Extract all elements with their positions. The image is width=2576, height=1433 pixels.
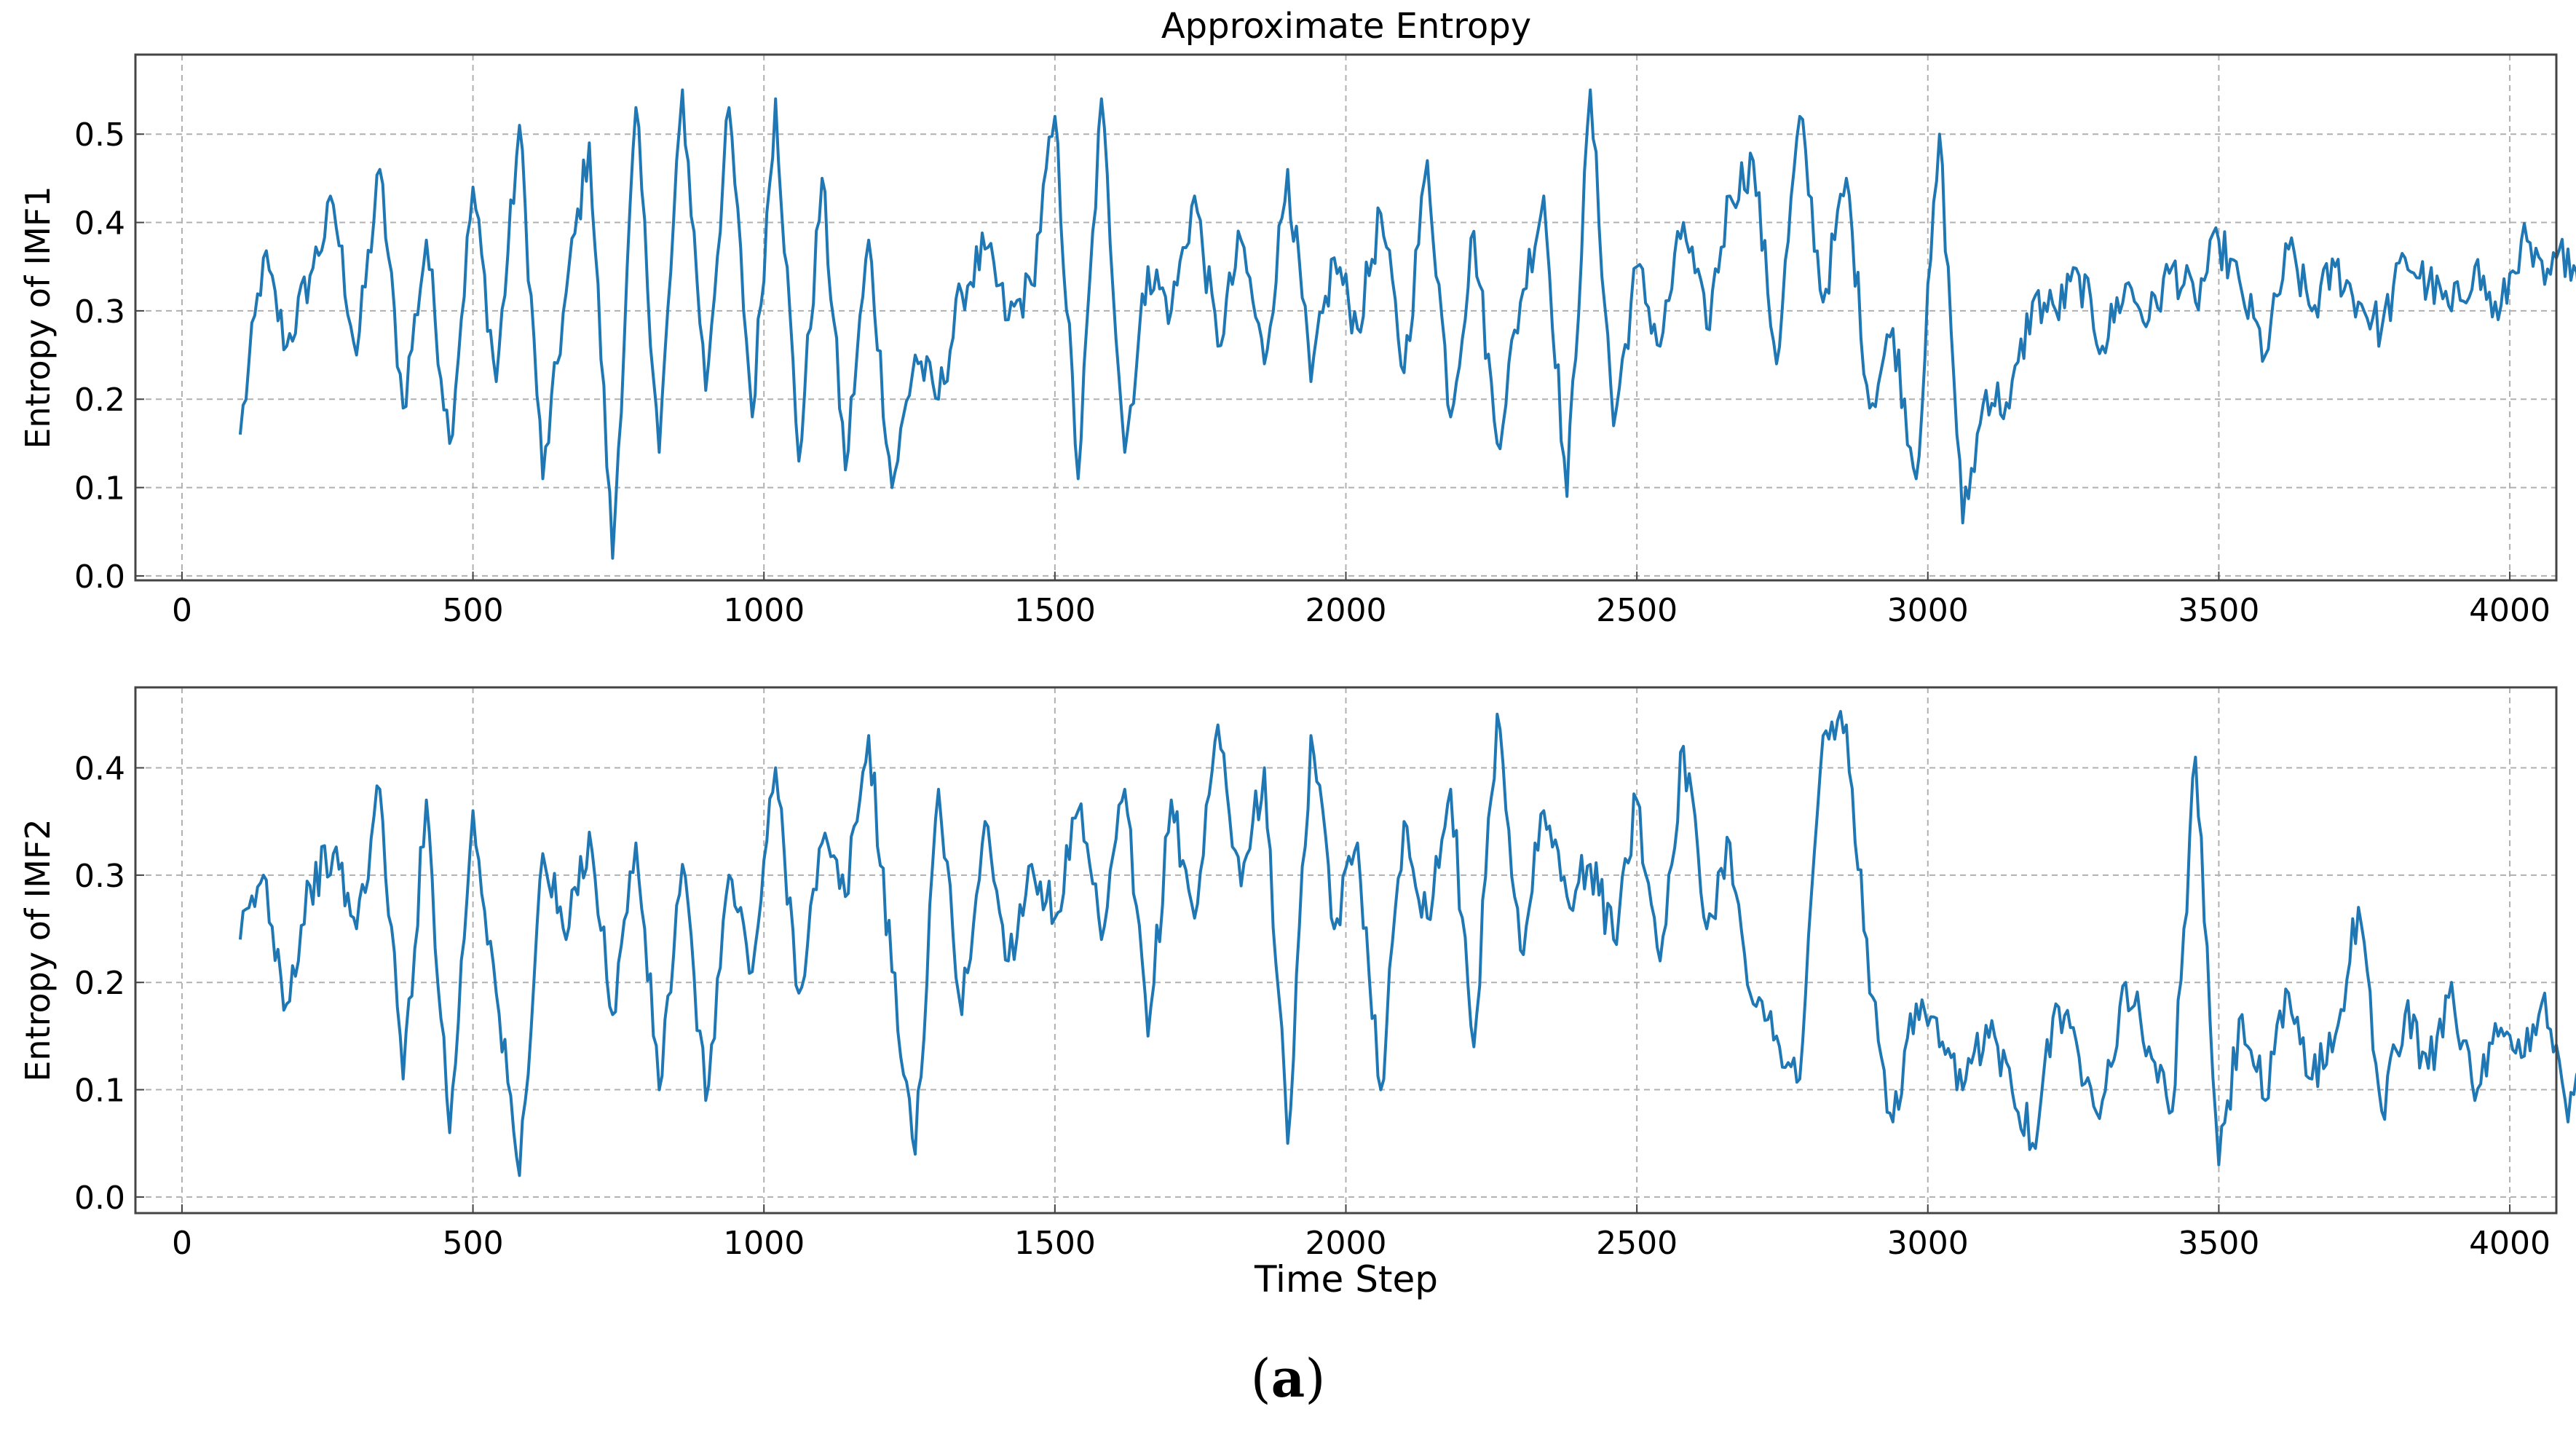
x-tick-label: 1500 — [1014, 1225, 1096, 1262]
y-tick-label: 0.4 — [74, 205, 125, 242]
x-tick-label: 2500 — [1596, 1225, 1678, 1262]
y-tick-label: 0.3 — [74, 293, 125, 331]
x-tick-label: 2000 — [1305, 1225, 1387, 1262]
y-tick-label: 0.4 — [74, 751, 125, 788]
imf2-series-line — [238, 710, 2576, 1177]
caption-open: ( — [1250, 1348, 1271, 1409]
x-tick-label: 3000 — [1887, 1225, 1969, 1262]
x-tick-label: 1500 — [1014, 592, 1096, 629]
x-tick-label: 3500 — [2178, 592, 2259, 629]
y-tick-label: 0.5 — [74, 117, 125, 154]
x-tick-label: 2500 — [1596, 592, 1678, 629]
x-tick-label: 0 — [172, 1225, 192, 1262]
y-tick-label: 0.0 — [74, 558, 125, 596]
y-tick-label: 0.1 — [74, 1073, 125, 1110]
x-tick-label: 0 — [172, 592, 192, 629]
y-tick-label: 0.2 — [74, 965, 125, 1002]
x-tick-label: 2000 — [1305, 592, 1387, 629]
y-tick-label: 0.3 — [74, 858, 125, 895]
imf1-series-line — [238, 88, 2576, 560]
x-tick-label: 500 — [443, 1225, 504, 1262]
x-tick-label: 4000 — [2469, 592, 2551, 629]
caption-close: ) — [1305, 1348, 1326, 1409]
imf2-panel: 0 500 1000 1500 2000 2500 3000 3500 4000 0.0 0.1 0.… — [18, 686, 2576, 1300]
x-tick-label: 1000 — [723, 1225, 805, 1262]
x-axis-label: Time Step — [1254, 1258, 1438, 1300]
x-tick-label: 3000 — [1887, 592, 1969, 629]
figure-caption: (a) — [0, 1347, 2576, 1409]
x-tick-label: 500 — [443, 592, 504, 629]
y-tick-label: 0.2 — [74, 382, 125, 419]
x-tick-label: 3500 — [2178, 1225, 2259, 1262]
y-tick-label: 0.0 — [74, 1180, 125, 1217]
plot-frame — [134, 686, 2558, 1215]
chart-title: Approximate Entropy — [1161, 6, 1531, 47]
plot-frame — [134, 53, 2558, 582]
y-axis-label: Entropy of IMF2 — [18, 818, 58, 1081]
ticks: 0 500 1000 1500 2000 2500 3000 3500 4000 0.0 0.1 0.… — [74, 751, 2551, 1262]
caption-letter: a — [1271, 1347, 1305, 1409]
x-tick-label: 1000 — [723, 592, 805, 629]
imf1-panel: Approximate Entropy 0 500 1000 1500 2000 2500… — [18, 6, 2576, 629]
y-tick-label: 0.1 — [74, 470, 125, 508]
x-tick-label: 4000 — [2469, 1225, 2551, 1262]
y-axis-label: Entropy of IMF1 — [18, 186, 58, 449]
ticks: 0 500 1000 1500 2000 2500 3000 3500 4000 0.0 0.1 0.… — [74, 117, 2551, 629]
